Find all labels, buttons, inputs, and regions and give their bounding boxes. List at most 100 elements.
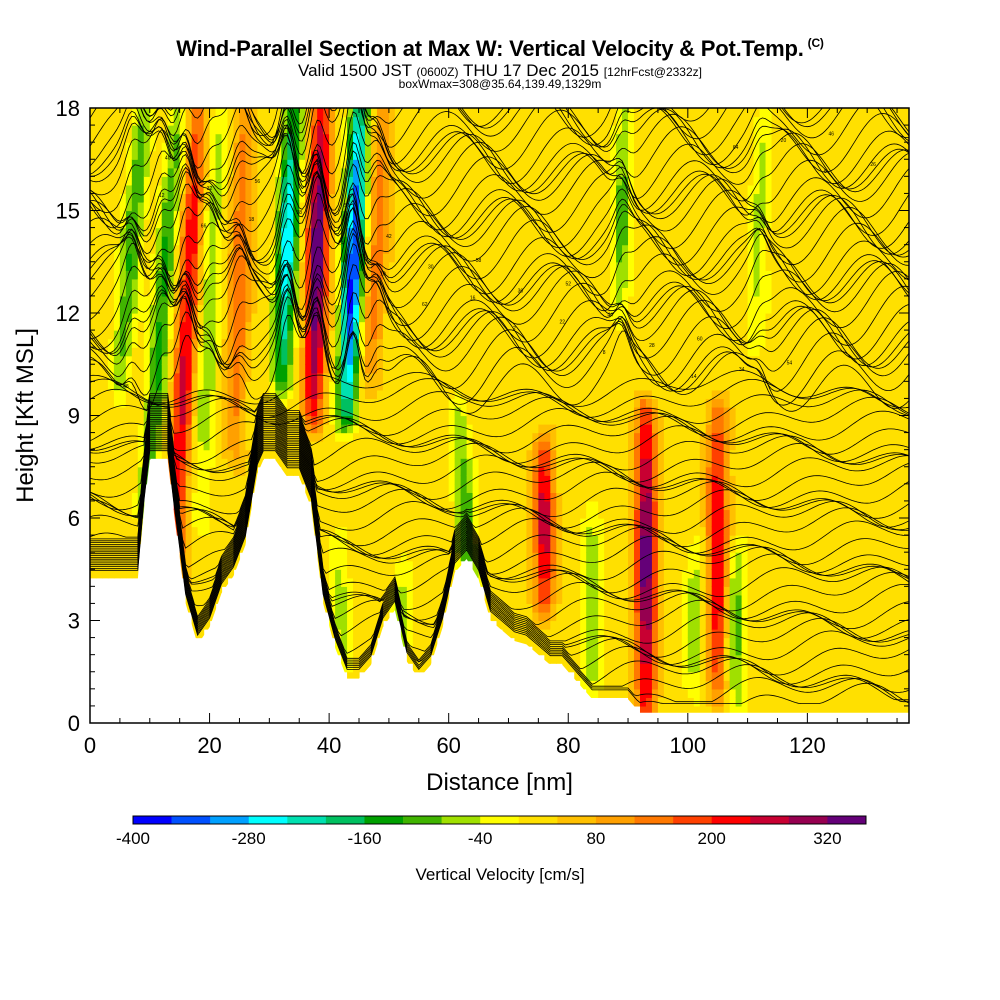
velocity-cell	[191, 176, 199, 186]
velocity-cell	[484, 125, 492, 135]
velocity-cell	[107, 458, 115, 468]
velocity-cell	[442, 287, 450, 297]
velocity-cell	[239, 321, 247, 331]
velocity-cell	[562, 193, 569, 203]
velocity-cell	[335, 321, 342, 331]
velocity-cell	[598, 441, 605, 451]
velocity-cell	[394, 227, 402, 237]
velocity-cell	[173, 244, 181, 254]
velocity-cell	[167, 142, 175, 152]
velocity-cell	[460, 509, 468, 519]
velocity-cell	[311, 389, 318, 400]
velocity-cell	[299, 176, 306, 186]
velocity-cell	[496, 244, 504, 254]
velocity-cell	[281, 150, 288, 160]
velocity-cell	[185, 526, 193, 536]
velocity-cell	[113, 483, 121, 493]
velocity-cell	[323, 458, 330, 468]
velocity-cell	[293, 406, 300, 417]
velocity-cell	[311, 125, 318, 135]
velocity-cell	[442, 261, 450, 271]
velocity-cell	[155, 236, 163, 246]
velocity-cell	[107, 150, 115, 160]
velocity-cell	[508, 278, 516, 288]
velocity-cell	[598, 449, 605, 459]
velocity-cell	[424, 244, 432, 254]
velocity-cell	[257, 389, 264, 400]
velocity-cell	[347, 620, 354, 630]
velocity-cell	[227, 492, 235, 502]
velocity-cell	[101, 227, 109, 237]
velocity-cell	[233, 483, 241, 493]
velocity-cell	[101, 176, 109, 186]
velocity-cell	[305, 184, 312, 195]
velocity-cell	[574, 432, 581, 442]
velocity-cell	[460, 167, 468, 177]
velocity-cell	[556, 372, 563, 382]
velocity-cell	[239, 142, 247, 152]
velocity-cell	[359, 261, 366, 271]
velocity-cell	[347, 509, 354, 519]
velocity-cell	[370, 193, 378, 203]
velocity-cell	[191, 500, 199, 511]
velocity-cell	[90, 560, 97, 570]
velocity-cell	[460, 304, 468, 314]
velocity-cell	[185, 184, 193, 195]
velocity-cell	[478, 500, 486, 511]
velocity-cell	[424, 424, 432, 434]
velocity-cell	[454, 372, 462, 382]
velocity-cell	[604, 449, 611, 459]
velocity-cell	[556, 295, 563, 306]
velocity-cell	[125, 441, 133, 451]
velocity-cell	[604, 338, 611, 348]
velocity-cell	[359, 287, 366, 297]
velocity-cell	[364, 492, 372, 502]
velocity-cell	[293, 236, 300, 246]
velocity-cell	[191, 295, 199, 306]
velocity-cell	[293, 108, 300, 118]
velocity-cell	[90, 287, 97, 297]
velocity-cell	[137, 150, 145, 160]
velocity-cell	[418, 458, 426, 468]
velocity-cell	[137, 108, 145, 118]
velocity-cell	[215, 304, 223, 314]
velocity-cell	[203, 415, 211, 425]
velocity-cell	[376, 560, 384, 570]
velocity-cell	[388, 108, 396, 118]
velocity-cell	[514, 116, 522, 126]
velocity-cell	[376, 193, 384, 203]
velocity-cell	[197, 603, 205, 613]
velocity-cell	[508, 167, 516, 177]
velocity-cell	[341, 518, 348, 528]
velocity-cell	[412, 432, 420, 442]
velocity-cell	[341, 125, 348, 135]
velocity-cell	[191, 313, 199, 323]
velocity-cell	[119, 526, 127, 536]
velocity-cell	[101, 150, 109, 160]
velocity-cell	[442, 466, 450, 476]
velocity-cell	[484, 313, 492, 323]
velocity-cell	[155, 347, 163, 357]
velocity-cell	[161, 176, 169, 186]
velocity-cell	[556, 637, 563, 647]
velocity-cell	[436, 108, 444, 118]
velocity-cell	[388, 569, 396, 579]
velocity-cell	[448, 270, 456, 280]
velocity-cell	[604, 398, 611, 408]
velocity-cell	[424, 150, 432, 160]
velocity-cell	[341, 449, 348, 459]
velocity-cell	[317, 201, 324, 212]
velocity-cell	[538, 535, 545, 545]
velocity-cell	[137, 116, 145, 126]
velocity-cell	[197, 227, 205, 237]
velocity-cell	[149, 278, 157, 288]
velocity-cell	[370, 432, 378, 442]
velocity-cell	[406, 552, 414, 562]
velocity-cell	[472, 475, 480, 485]
velocity-cell	[221, 483, 229, 493]
velocity-cell	[364, 432, 372, 442]
velocity-cell	[341, 278, 348, 288]
velocity-cell	[520, 364, 527, 374]
velocity-cell	[131, 364, 139, 374]
velocity-cell	[311, 227, 318, 237]
